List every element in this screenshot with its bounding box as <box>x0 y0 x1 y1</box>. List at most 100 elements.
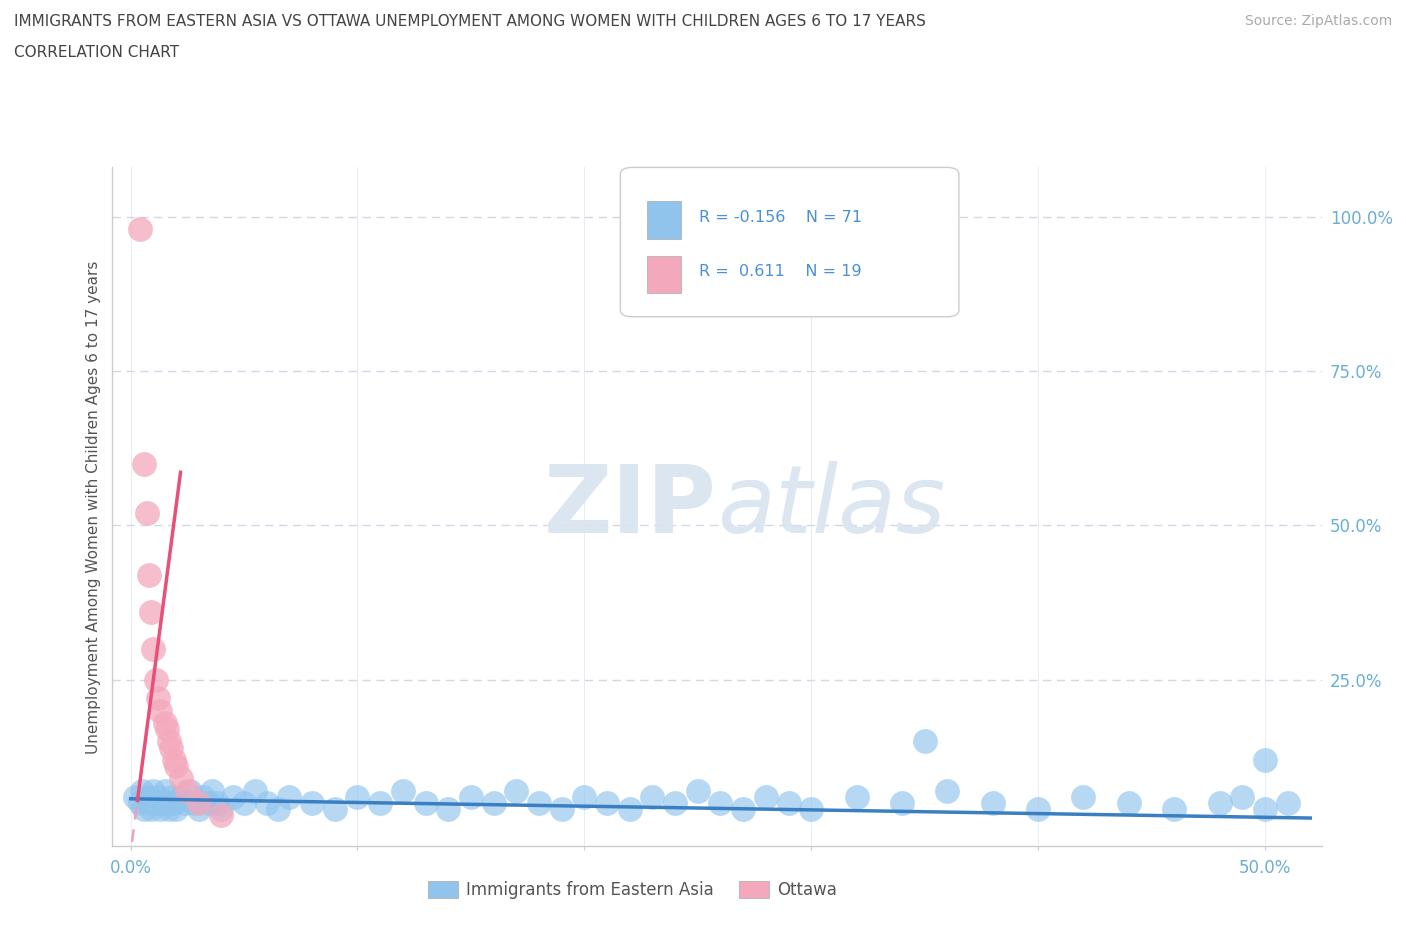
Point <box>179 783 201 798</box>
Point <box>165 802 187 817</box>
Text: ZIP: ZIP <box>544 461 717 552</box>
Point <box>641 790 664 804</box>
Bar <box>647 256 681 293</box>
Point <box>153 783 176 798</box>
Point <box>574 790 596 804</box>
Y-axis label: Unemployment Among Women with Children Ages 6 to 17 years: Unemployment Among Women with Children A… <box>86 260 101 753</box>
Text: IMMIGRANTS FROM EASTERN ASIA VS OTTAWA UNEMPLOYMENT AMONG WOMEN WITH CHILDREN AG: IMMIGRANTS FROM EASTERN ASIA VS OTTAWA U… <box>14 14 927 29</box>
Point <box>146 790 169 804</box>
Point <box>138 567 160 582</box>
Point <box>755 790 778 804</box>
Point <box>187 796 209 811</box>
Point <box>197 796 219 811</box>
Point <box>1232 790 1254 804</box>
Point <box>145 796 167 811</box>
Point <box>128 796 150 811</box>
Point <box>527 796 550 811</box>
Point <box>482 796 505 811</box>
Point <box>778 796 800 811</box>
Point <box>550 802 572 817</box>
Legend: Immigrants from Eastern Asia, Ottawa: Immigrants from Eastern Asia, Ottawa <box>422 874 844 906</box>
Point <box>505 783 527 798</box>
Point <box>149 703 172 718</box>
Point <box>157 802 180 817</box>
Point <box>163 752 186 767</box>
Point <box>323 802 346 817</box>
Point <box>1254 752 1277 767</box>
Point <box>437 802 460 817</box>
Point <box>169 771 191 786</box>
Point <box>733 802 755 817</box>
Point <box>134 802 156 817</box>
Point <box>165 759 187 774</box>
Point <box>891 796 914 811</box>
Point <box>156 722 179 737</box>
Point <box>800 802 823 817</box>
Point <box>415 796 437 811</box>
Point <box>160 740 183 755</box>
Point <box>131 783 153 798</box>
Point <box>176 783 198 798</box>
Point <box>686 783 709 798</box>
Point <box>1118 796 1140 811</box>
Text: R = -0.156    N = 71: R = -0.156 N = 71 <box>699 210 862 225</box>
Point <box>619 802 641 817</box>
Point <box>209 802 232 817</box>
Point <box>153 715 176 730</box>
Point <box>1073 790 1095 804</box>
Point <box>1277 796 1299 811</box>
Point <box>209 808 232 823</box>
Point <box>936 783 959 798</box>
Text: atlas: atlas <box>717 461 945 552</box>
Point <box>205 796 228 811</box>
Point <box>1254 802 1277 817</box>
Point <box>187 802 209 817</box>
Point <box>139 802 162 817</box>
Point <box>301 796 323 811</box>
Point <box>169 790 191 804</box>
Text: R =  0.611    N = 19: R = 0.611 N = 19 <box>699 264 862 279</box>
Point <box>193 790 215 804</box>
Point <box>163 796 186 811</box>
Point <box>135 790 157 804</box>
Point <box>368 796 391 811</box>
Text: CORRELATION CHART: CORRELATION CHART <box>14 45 179 60</box>
Point <box>146 691 169 706</box>
Point <box>160 790 183 804</box>
Text: Source: ZipAtlas.com: Source: ZipAtlas.com <box>1244 14 1392 28</box>
Point <box>150 796 173 811</box>
Point <box>201 783 224 798</box>
Point <box>709 796 731 811</box>
Point <box>157 734 180 749</box>
Point <box>142 642 165 657</box>
Point <box>278 790 301 804</box>
Point <box>267 802 290 817</box>
Point <box>664 796 686 811</box>
Point <box>124 790 146 804</box>
Point <box>596 796 619 811</box>
Point <box>149 802 172 817</box>
Point <box>392 783 415 798</box>
Point <box>128 221 150 236</box>
Point <box>1026 802 1049 817</box>
Point <box>139 604 162 619</box>
Point <box>183 796 205 811</box>
Point <box>145 672 167 687</box>
Point <box>222 790 245 804</box>
Point <box>142 783 165 798</box>
Point <box>138 796 160 811</box>
FancyBboxPatch shape <box>620 167 959 317</box>
Point <box>156 796 179 811</box>
Point <box>135 506 157 521</box>
Point <box>256 796 278 811</box>
Point <box>845 790 868 804</box>
Point <box>1208 796 1230 811</box>
Point <box>134 457 156 472</box>
Point <box>346 790 368 804</box>
Point <box>245 783 267 798</box>
Point <box>1163 802 1185 817</box>
Point <box>914 734 936 749</box>
Point <box>460 790 482 804</box>
Point <box>233 796 256 811</box>
Bar <box>647 202 681 239</box>
